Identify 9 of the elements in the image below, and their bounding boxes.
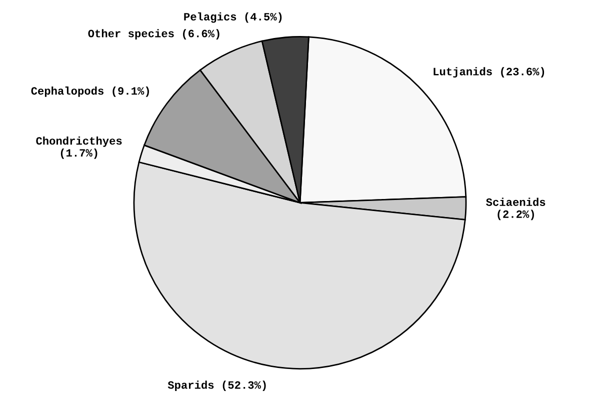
slice-label: Other species (6.6%) <box>88 29 220 40</box>
data-label: (1.7%) <box>60 148 98 159</box>
slice-label: Lutjanids (23.6%) <box>434 67 544 78</box>
slice-label: Chondricthyes <box>36 136 122 147</box>
slice-label: Sparids (52.3%) <box>168 380 266 391</box>
data-label: (2.2%) <box>498 210 534 220</box>
slice-label: Sciaenids <box>486 198 546 206</box>
slice-label: Cephalopods (9.1%) <box>31 86 149 97</box>
slice-label: Pelagics (4.5%) <box>184 12 282 23</box>
